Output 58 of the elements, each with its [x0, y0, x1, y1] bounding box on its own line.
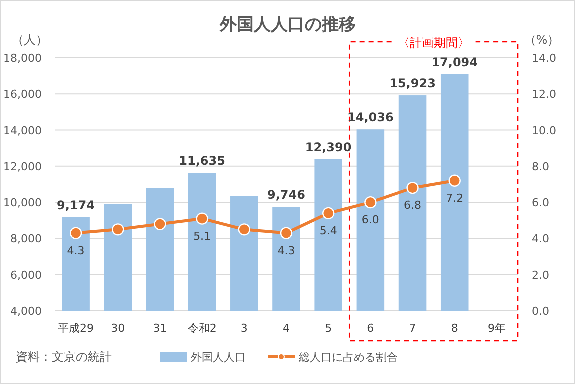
point: [364, 196, 377, 209]
y-tick-label: 18,000: [4, 52, 42, 65]
y2-tick-label: 8.0: [532, 160, 550, 174]
x-tick-label: 30: [111, 322, 126, 335]
text: 〈計画期間〉: [398, 36, 470, 50]
y2-axis-title: （%）: [524, 33, 560, 47]
data-label: 14,036: [348, 110, 394, 125]
point: [406, 182, 419, 194]
y2-tick-label: 0.0: [532, 305, 550, 318]
data-label: 6.8: [404, 199, 422, 212]
y-tick-label: 14,000: [4, 124, 42, 138]
y2-tick-label: 2.0: [532, 268, 550, 282]
y-tick-label: 6,000: [10, 268, 42, 282]
x-tick-label: 令和2: [188, 322, 217, 335]
point: [154, 218, 166, 230]
y-tick-label: 8,000: [10, 232, 42, 246]
data-label: 12,390: [305, 140, 352, 154]
data-label: 9,174: [57, 198, 96, 212]
y2-tick-label: 14.0: [532, 52, 556, 65]
data-label: 15,923: [390, 76, 436, 91]
chart-title: 外国人人口の推移: [219, 15, 356, 35]
x-tick-label: 31: [153, 322, 168, 335]
x-tick-label: 8: [451, 322, 458, 335]
y-axis-title: （人）: [12, 33, 48, 47]
point: [322, 207, 335, 220]
data-label: 9,746: [268, 188, 306, 202]
x-tick-label: 3: [240, 322, 248, 335]
y-tick-label: 10,000: [4, 196, 42, 210]
x-tick-label: 9年: [488, 322, 506, 335]
y2-tick-label: 10.0: [532, 124, 556, 138]
data-label: 4.3: [278, 244, 296, 258]
data-label: 5.1: [194, 230, 212, 243]
y2-tick-label: 4.0: [532, 232, 550, 246]
legend-label: 外国人人口: [191, 351, 246, 364]
point: [280, 227, 293, 240]
y-tick-label: 4,000: [10, 305, 42, 318]
legend-label: 総人口に占める割合: [298, 351, 398, 364]
data-label: 17,094: [432, 55, 478, 70]
x-tick-label: 4: [283, 322, 290, 335]
x-tick-label: 6: [367, 322, 374, 335]
data-label: 4.3: [67, 244, 85, 258]
x-tick-label: 7: [409, 322, 416, 335]
point: [448, 174, 461, 187]
data-label: 6.0: [362, 214, 380, 227]
point: [70, 227, 82, 240]
data-label: 7.2: [446, 192, 464, 205]
x-tick-label: 5: [325, 322, 332, 335]
point: [238, 224, 251, 236]
y-tick-label: 12,000: [4, 160, 42, 174]
y2-tick-label: 12.0: [532, 88, 556, 102]
data-label: 11,635: [179, 154, 226, 168]
y2-tick-label: 6.0: [532, 196, 550, 210]
x-tick-label: 平成29: [58, 322, 94, 335]
point: [112, 224, 124, 236]
text: 資料：文京の統計: [16, 350, 112, 364]
point: [196, 212, 208, 225]
y-tick-label: 16,000: [4, 88, 42, 102]
data-label: 5.4: [320, 224, 338, 238]
